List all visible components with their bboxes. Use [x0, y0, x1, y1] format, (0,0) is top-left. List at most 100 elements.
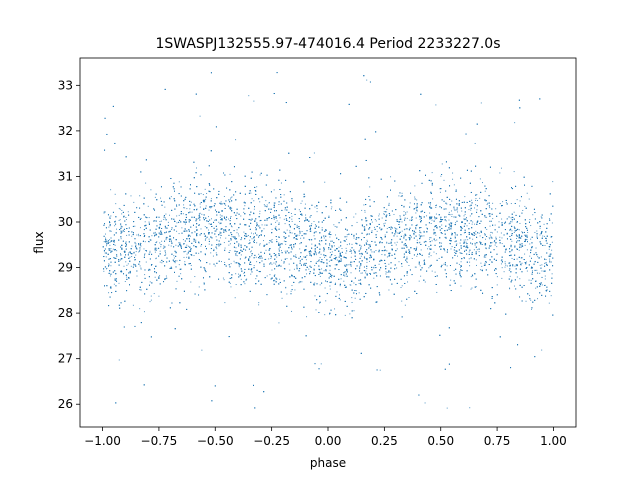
- data-point: [450, 279, 452, 281]
- data-point: [223, 202, 225, 204]
- data-point: [480, 243, 482, 245]
- data-point: [470, 288, 472, 290]
- data-point: [183, 243, 185, 245]
- data-point: [441, 163, 443, 165]
- data-point: [551, 222, 553, 224]
- data-point: [454, 241, 456, 243]
- data-point: [407, 281, 409, 283]
- data-point: [214, 265, 216, 267]
- data-point: [204, 226, 206, 228]
- data-point: [234, 262, 236, 264]
- data-point: [484, 190, 486, 192]
- data-point: [125, 261, 127, 263]
- data-point: [173, 255, 175, 257]
- data-point: [468, 209, 470, 211]
- data-point: [251, 198, 253, 200]
- data-point: [326, 263, 328, 265]
- data-point: [246, 246, 248, 248]
- data-point: [273, 202, 275, 204]
- data-point: [240, 278, 242, 280]
- data-point: [319, 244, 321, 246]
- data-point: [405, 250, 407, 252]
- data-point: [233, 260, 235, 262]
- data-point: [230, 208, 232, 210]
- data-point: [384, 234, 386, 236]
- data-point: [156, 248, 158, 250]
- data-point: [398, 195, 400, 197]
- data-point: [419, 241, 421, 243]
- data-point: [543, 235, 545, 237]
- data-point: [455, 222, 457, 224]
- data-point: [269, 274, 271, 276]
- data-point: [453, 208, 455, 210]
- data-point: [526, 249, 528, 251]
- data-point: [408, 297, 410, 299]
- data-point: [284, 223, 286, 225]
- data-point: [298, 282, 300, 284]
- data-point: [189, 208, 191, 210]
- data-point: [174, 262, 176, 264]
- data-point: [259, 210, 261, 212]
- data-point: [448, 211, 450, 213]
- data-point: [299, 220, 301, 222]
- data-point: [427, 248, 429, 250]
- data-point: [418, 234, 420, 236]
- data-point: [452, 172, 454, 174]
- data-point: [271, 228, 273, 230]
- data-point: [230, 198, 232, 200]
- data-point: [125, 216, 127, 218]
- data-point: [450, 210, 452, 212]
- data-point: [405, 251, 407, 253]
- data-point: [263, 228, 265, 230]
- data-point: [279, 245, 281, 247]
- data-point: [529, 219, 531, 221]
- data-point: [478, 251, 480, 253]
- data-point: [505, 202, 507, 204]
- data-point: [506, 233, 508, 235]
- data-point: [436, 291, 438, 293]
- data-point: [286, 258, 288, 260]
- data-point: [431, 219, 433, 221]
- data-point: [396, 232, 398, 234]
- data-point: [363, 204, 365, 206]
- data-point: [299, 243, 301, 245]
- data-point: [441, 224, 443, 226]
- data-point: [468, 258, 470, 260]
- data-point: [283, 218, 285, 220]
- data-point: [131, 235, 133, 237]
- data-point: [474, 223, 476, 225]
- data-point: [359, 249, 361, 251]
- data-point: [204, 188, 206, 190]
- data-point: [109, 239, 111, 241]
- data-point: [220, 201, 222, 203]
- data-point: [160, 220, 162, 222]
- data-point: [316, 260, 318, 262]
- data-point: [368, 260, 370, 262]
- data-point: [219, 216, 221, 218]
- data-point: [238, 273, 240, 275]
- data-point: [409, 219, 411, 221]
- data-point: [359, 265, 361, 267]
- data-point: [465, 241, 467, 243]
- data-point: [331, 251, 333, 253]
- data-point: [271, 269, 273, 271]
- data-point: [123, 231, 125, 233]
- data-point: [319, 257, 321, 259]
- data-point: [116, 250, 118, 252]
- data-point: [263, 245, 265, 247]
- data-point: [183, 256, 185, 258]
- data-point: [350, 256, 352, 258]
- data-point: [521, 262, 523, 264]
- data-point: [304, 262, 306, 264]
- data-point: [279, 217, 281, 219]
- data-point: [474, 243, 476, 245]
- data-point: [418, 280, 420, 282]
- data-point: [230, 197, 232, 199]
- data-point: [129, 272, 131, 274]
- data-point: [457, 211, 459, 213]
- data-point: [455, 233, 457, 235]
- data-point: [444, 268, 446, 270]
- data-point: [411, 217, 413, 219]
- data-point: [526, 235, 528, 237]
- data-point: [240, 215, 242, 217]
